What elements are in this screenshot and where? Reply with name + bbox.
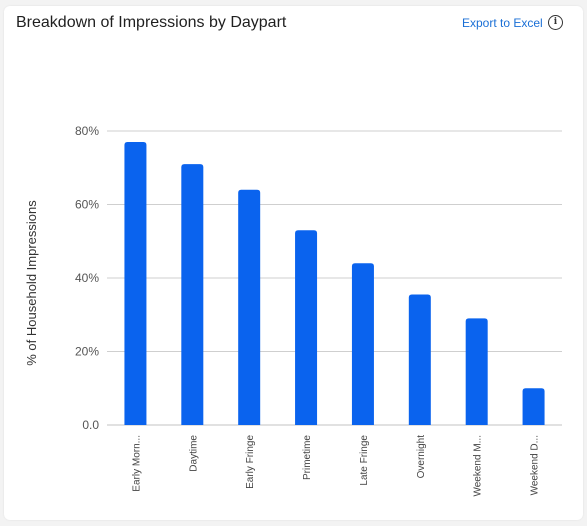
y-tick-label: 0.0 xyxy=(82,418,99,432)
bar xyxy=(351,263,374,425)
bar xyxy=(238,189,261,425)
y-tick-label: 80% xyxy=(75,124,99,138)
x-tick-label: Overnight xyxy=(416,435,427,479)
export-to-excel-link[interactable]: Export to Excel xyxy=(462,16,543,30)
x-tick-label: Weekend D... xyxy=(530,435,541,495)
y-tick-label: 60% xyxy=(75,198,99,212)
bar xyxy=(295,230,318,425)
x-tick-label: Early Morn... xyxy=(131,435,142,492)
bar xyxy=(408,294,431,425)
y-tick-label: 40% xyxy=(75,271,99,285)
chart-title: Breakdown of Impressions by Daypart xyxy=(16,14,287,31)
x-tick-label: Early Fringe xyxy=(245,435,256,489)
x-tick-label: Primetime xyxy=(302,435,313,480)
info-icon[interactable]: i xyxy=(548,15,563,30)
bar xyxy=(522,388,545,425)
y-tick-label: 20% xyxy=(75,345,99,359)
x-tick-label: Late Fringe xyxy=(359,435,370,486)
x-tick-label: Daytime xyxy=(188,435,199,472)
x-tick-label: Weekend M... xyxy=(473,435,484,497)
bar xyxy=(465,318,488,425)
bar xyxy=(181,164,204,425)
bar xyxy=(124,142,147,425)
chart-card xyxy=(4,6,583,520)
y-axis-label: % of Household Impressions xyxy=(24,200,39,366)
